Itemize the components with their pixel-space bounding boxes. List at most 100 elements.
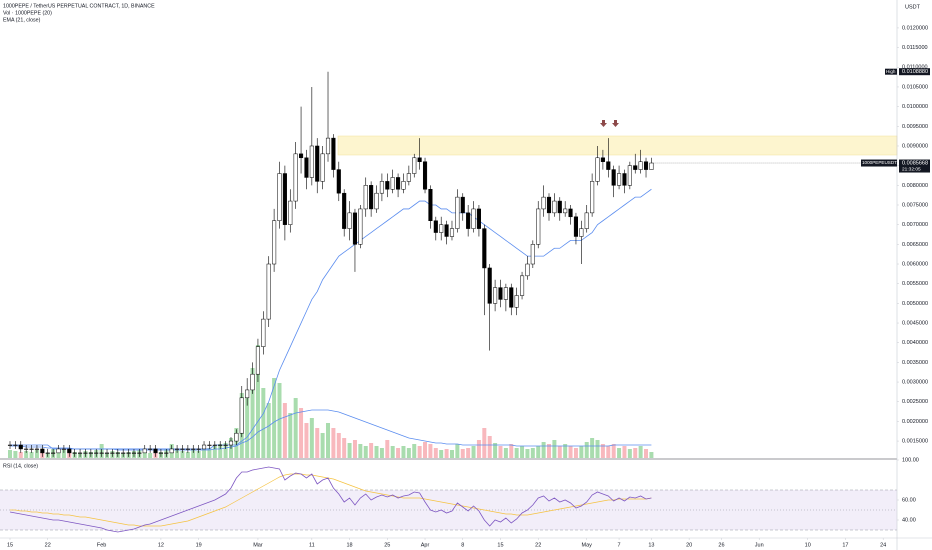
candle-body — [13, 444, 18, 446]
y-tick-label: 0.0115000 — [902, 45, 928, 51]
volume-bar — [304, 423, 309, 458]
volume-bar — [369, 443, 374, 458]
y-tick-label: 0.0035000 — [902, 360, 928, 366]
candle-body — [282, 173, 287, 225]
volume-bar — [563, 444, 568, 458]
candle-body — [78, 452, 83, 454]
volume-bar — [514, 448, 519, 458]
volume-bar — [627, 449, 632, 458]
volume-bar — [649, 452, 654, 458]
candle-body — [379, 181, 384, 194]
x-tick-label: 11 — [309, 542, 315, 548]
volume-bar — [363, 446, 368, 458]
candle-body — [325, 137, 331, 155]
volume-bar — [433, 448, 438, 458]
candle-body — [336, 169, 341, 194]
volume-bar — [520, 446, 525, 458]
candle-body — [541, 196, 546, 210]
volume-bar — [406, 448, 411, 458]
candle-body — [460, 196, 465, 214]
last-price-label: 0.0085668 — [902, 160, 928, 166]
candle-body — [142, 448, 147, 454]
candle-body — [185, 448, 190, 450]
volume-bar — [573, 448, 578, 458]
candle-body — [272, 220, 277, 265]
candle-body — [304, 157, 309, 178]
candle-body — [245, 389, 250, 399]
x-tick-label: 10 — [805, 542, 811, 548]
candle-body — [315, 145, 320, 182]
candle-body — [56, 448, 61, 454]
candle-body — [428, 189, 433, 221]
candle-body — [51, 452, 56, 454]
y-tick-label: 0.0050000 — [902, 301, 928, 307]
candle-body — [175, 448, 180, 450]
volume-bar — [13, 451, 18, 458]
x-tick-label: May — [582, 542, 593, 548]
volume-bar — [541, 442, 546, 458]
volume-bar — [568, 446, 573, 458]
volume-bar — [29, 452, 34, 458]
candle-body — [18, 444, 23, 450]
volume-bar — [498, 446, 503, 458]
candle-body — [498, 287, 503, 300]
x-tick-label: 25 — [384, 542, 390, 548]
volume-bar — [293, 398, 298, 458]
candle-body — [584, 212, 589, 229]
volume-bar — [390, 446, 395, 458]
volume-bar — [282, 403, 287, 458]
candle-body — [536, 208, 541, 245]
rsi-line — [9, 466, 652, 533]
x-tick-label: 19 — [196, 542, 202, 548]
volume-bar — [530, 448, 535, 458]
candle-body — [191, 448, 196, 450]
candle-body — [444, 224, 449, 237]
candle-body — [223, 444, 228, 446]
candle-body — [396, 177, 401, 190]
high-price-box — [899, 68, 930, 76]
candle-body — [439, 224, 444, 233]
candle-body — [617, 173, 622, 186]
candle-body — [412, 157, 417, 174]
currency-label: USDT — [905, 4, 921, 10]
candle-body — [131, 452, 137, 454]
candle-body — [455, 196, 460, 229]
volume-bar — [255, 345, 260, 458]
y-tick-label: 0.0070000 — [902, 222, 928, 228]
candle-body — [390, 177, 395, 190]
volume-bar — [272, 378, 277, 458]
y-tick-label: 0.0040000 — [902, 340, 928, 346]
candle-body — [509, 287, 514, 308]
rsi-y-tick-label: 100.00 — [902, 457, 919, 463]
volume-bar — [299, 408, 304, 458]
candle-body — [352, 212, 358, 245]
high-tag: High — [886, 69, 896, 74]
volume-bar — [18, 452, 23, 458]
volume-bar — [24, 451, 29, 458]
candle-body — [288, 200, 293, 225]
candle-body — [503, 287, 508, 300]
candle-body — [406, 173, 411, 182]
volume-bar — [336, 433, 341, 458]
candle-body — [34, 448, 40, 450]
volume-bar — [326, 423, 331, 458]
volume-bar — [600, 444, 605, 458]
y-tick-label: 0.0055000 — [902, 281, 928, 287]
volume-bar — [223, 443, 228, 458]
x-tick-label: 15 — [497, 542, 503, 548]
volume-bar — [460, 449, 465, 458]
volume-bar — [385, 440, 390, 458]
price-box — [899, 159, 930, 173]
candle-body — [115, 452, 120, 454]
rsi-y-tick-label: 60.00 — [902, 497, 916, 503]
symbol-label: 1000PEPEUSDT.P — [862, 160, 901, 165]
volume-ma-line — [10, 409, 652, 451]
candle-body — [568, 208, 573, 218]
volume-bar — [320, 433, 325, 458]
candle-body — [196, 448, 201, 450]
volume-bar — [487, 436, 492, 458]
volume-bar — [444, 449, 449, 458]
candle-body — [369, 185, 374, 210]
candle-body — [385, 181, 390, 190]
